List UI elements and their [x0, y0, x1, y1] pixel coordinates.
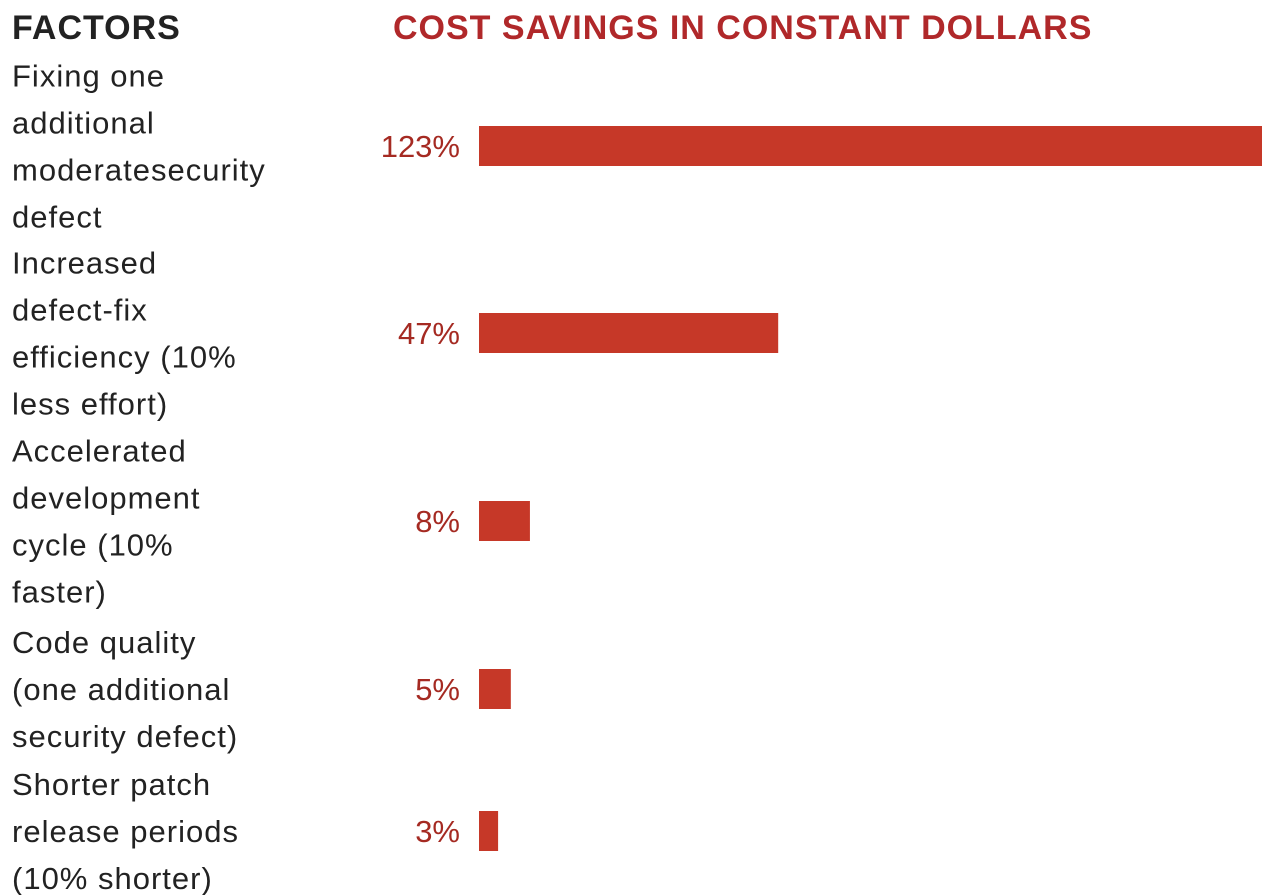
bar [479, 669, 511, 709]
category-label-line: moderatesecurity [12, 153, 266, 188]
value-label: 123% [381, 129, 460, 164]
category-label-line: Code quality [12, 625, 196, 660]
category-label: Shorter patch release periods (10% shorter… [12, 767, 239, 895]
category-header: FACTORS [12, 9, 181, 47]
category-label-line: development [12, 481, 201, 516]
category-label-line: additional [12, 106, 155, 141]
category-label-line: Accelerated [12, 434, 187, 469]
category-label-line: Fixing one [12, 59, 165, 94]
category-label-line: (one additional [12, 672, 230, 707]
category-label-line: cycle (10% [12, 528, 174, 563]
chart-title: COST SAVINGS IN CONSTANT DOLLARS [393, 9, 1093, 47]
category-label: Code quality (one additional security defe… [12, 625, 238, 754]
value-label: 5% [415, 672, 460, 707]
category-label-line: Shorter patch [12, 767, 211, 802]
category-label: Accelerated development cycle (10% faster) [12, 434, 201, 610]
bar [479, 126, 1262, 166]
category-label-line: less effort) [12, 387, 168, 422]
bar [479, 313, 779, 353]
category-label-line: (10% shorter) [12, 861, 213, 895]
category-label-line: release periods [12, 814, 239, 849]
category-label: Fixing one additional moderatesecurity defe… [12, 59, 266, 235]
value-label: 8% [415, 504, 460, 539]
bar [479, 501, 530, 541]
category-label-line: faster) [12, 575, 107, 610]
value-label: 47% [398, 316, 460, 351]
category-label-line: defect-fix [12, 293, 148, 328]
value-label: 3% [415, 814, 460, 849]
category-label-line: efficiency (10% [12, 340, 237, 375]
bar [479, 811, 499, 851]
category-label-line: defect [12, 200, 102, 235]
category-label-line: Increased [12, 246, 157, 281]
category-label: Increased defect-fix efficiency (10% less e… [12, 246, 237, 422]
category-label-line: security defect) [12, 719, 238, 754]
